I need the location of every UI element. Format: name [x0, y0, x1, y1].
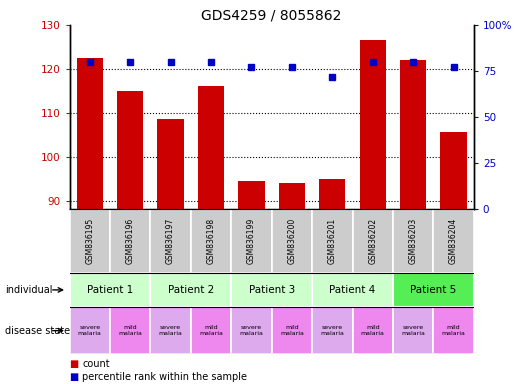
Text: Patient 2: Patient 2 — [168, 285, 214, 295]
Text: GSM836200: GSM836200 — [287, 218, 296, 264]
Text: severe
malaria: severe malaria — [159, 325, 182, 336]
Bar — [110, 209, 150, 273]
Text: mild
malaria: mild malaria — [280, 325, 304, 336]
Bar — [440, 132, 467, 209]
Bar — [352, 209, 393, 273]
Bar — [70, 273, 150, 307]
Bar — [434, 209, 474, 273]
Text: count: count — [82, 359, 110, 369]
Bar — [312, 209, 352, 273]
Text: ■: ■ — [70, 359, 79, 369]
Bar — [70, 307, 110, 354]
Bar — [150, 209, 191, 273]
Bar — [238, 181, 265, 209]
Bar — [110, 307, 150, 354]
Bar — [272, 209, 312, 273]
Text: GSM836201: GSM836201 — [328, 218, 337, 264]
Text: GSM836199: GSM836199 — [247, 218, 256, 264]
Text: GSM836203: GSM836203 — [409, 218, 418, 264]
Bar — [352, 307, 393, 354]
Text: severe
malaria: severe malaria — [401, 325, 425, 336]
Text: mild
malaria: mild malaria — [199, 325, 223, 336]
Text: severe
malaria: severe malaria — [78, 325, 101, 336]
Bar — [393, 273, 474, 307]
Bar — [400, 60, 426, 209]
Bar — [231, 307, 272, 354]
Bar — [359, 40, 386, 209]
Bar — [393, 209, 434, 273]
Bar — [393, 307, 434, 354]
Text: Patient 4: Patient 4 — [330, 285, 375, 295]
Text: GSM836196: GSM836196 — [126, 218, 134, 264]
Bar — [231, 209, 272, 273]
Text: individual: individual — [5, 285, 53, 295]
Bar — [198, 86, 224, 209]
Bar — [191, 307, 231, 354]
Text: severe
malaria: severe malaria — [320, 325, 344, 336]
Bar — [158, 119, 184, 209]
Text: mild
malaria: mild malaria — [442, 325, 466, 336]
Text: GSM836198: GSM836198 — [207, 218, 215, 264]
Bar — [117, 91, 143, 209]
Text: ■: ■ — [70, 372, 79, 382]
Text: GSM836195: GSM836195 — [85, 218, 94, 264]
Text: disease state: disease state — [5, 326, 70, 336]
Text: mild
malaria: mild malaria — [118, 325, 142, 336]
Bar — [70, 209, 110, 273]
Bar — [272, 307, 312, 354]
Title: GDS4259 / 8055862: GDS4259 / 8055862 — [201, 8, 342, 22]
Bar — [312, 273, 393, 307]
Bar — [231, 273, 312, 307]
Text: Patient 3: Patient 3 — [249, 285, 295, 295]
Bar — [150, 273, 231, 307]
Text: Patient 5: Patient 5 — [410, 285, 456, 295]
Text: Patient 1: Patient 1 — [87, 285, 133, 295]
Text: mild
malaria: mild malaria — [361, 325, 385, 336]
Bar — [434, 307, 474, 354]
Bar — [312, 307, 352, 354]
Bar — [150, 307, 191, 354]
Text: GSM836204: GSM836204 — [449, 218, 458, 264]
Bar — [191, 209, 231, 273]
Text: percentile rank within the sample: percentile rank within the sample — [82, 372, 247, 382]
Text: severe
malaria: severe malaria — [239, 325, 263, 336]
Text: GSM836197: GSM836197 — [166, 218, 175, 264]
Text: GSM836202: GSM836202 — [368, 218, 377, 264]
Bar — [279, 183, 305, 209]
Bar — [319, 179, 346, 209]
Bar — [77, 58, 103, 209]
